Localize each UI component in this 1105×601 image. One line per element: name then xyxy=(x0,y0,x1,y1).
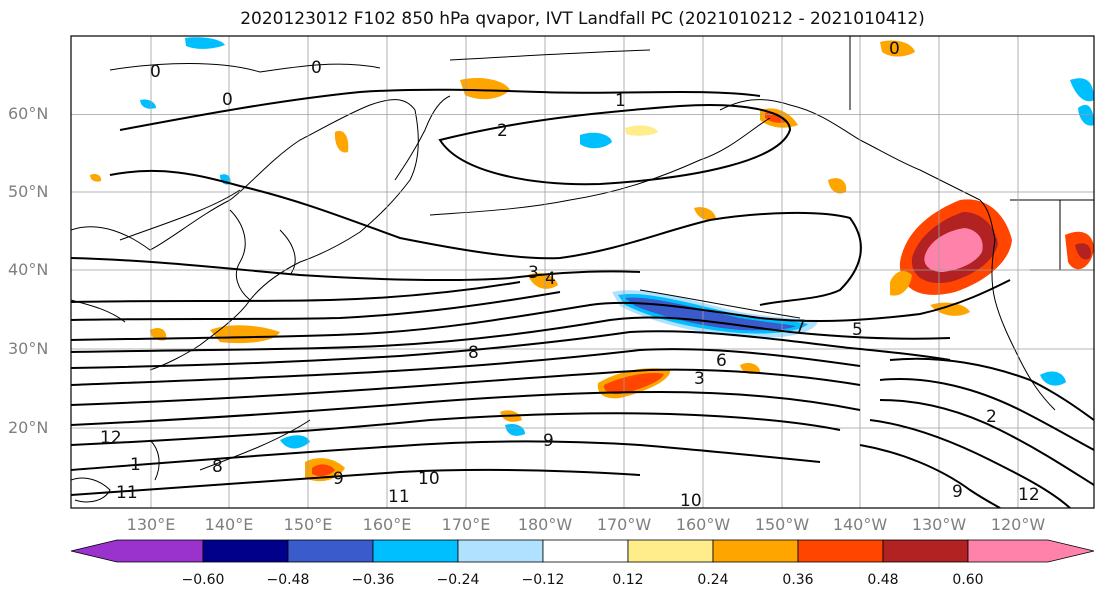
contour-label: 11 xyxy=(388,487,410,507)
contour-label: 10 xyxy=(680,491,702,511)
contour-label: 12 xyxy=(1018,485,1040,505)
colorbar-tick-label: −0.48 xyxy=(266,572,310,588)
contour-label: 0 xyxy=(889,39,900,59)
longitude-label: 150°W xyxy=(754,515,810,534)
map-panel: 0 0 0 0 1 2 3 4 5 6 7 3 2 8 9 9 10 11 11… xyxy=(71,36,1094,511)
colorbar-segment xyxy=(202,539,289,563)
latitude-label: 30°N xyxy=(8,339,49,358)
colorbar-segment xyxy=(372,539,459,563)
colorbar-tick-label: 0.24 xyxy=(697,572,729,588)
qvapor-shading xyxy=(90,37,1094,482)
colorbar-segment xyxy=(712,539,799,563)
contour-label: 9 xyxy=(952,482,963,502)
map-frame xyxy=(70,35,1095,509)
longitude-label: 180°W xyxy=(517,515,573,534)
contour-label: 8 xyxy=(468,343,479,363)
contour-label: 2 xyxy=(986,407,997,427)
contour-label: 3 xyxy=(528,263,539,283)
colorbar-segment xyxy=(457,539,544,563)
contour-label: 11 xyxy=(116,483,138,503)
colorbar-segment xyxy=(967,539,1095,563)
colorbar-segment xyxy=(882,539,969,563)
latitude-label: 50°N xyxy=(8,182,49,201)
longitude-label: 140°W xyxy=(832,515,888,534)
contour-label: 2 xyxy=(497,121,508,141)
colorbar-tick-label: −0.60 xyxy=(181,572,225,588)
longitude-label: 150°E xyxy=(283,515,333,534)
contour-label: 0 xyxy=(311,58,322,78)
contour-label: 0 xyxy=(222,90,233,110)
contour-label: 4 xyxy=(545,269,556,289)
contour-label: 9 xyxy=(333,469,344,489)
colorbar-segment xyxy=(627,539,714,563)
longitude-label: 160°E xyxy=(362,515,412,534)
colorbar-segment xyxy=(287,539,374,563)
contour-label: 5 xyxy=(852,320,863,340)
colorbar-segment xyxy=(70,539,204,563)
contour-label: 12 xyxy=(100,428,122,448)
longitude-label: 170°E xyxy=(441,515,491,534)
colorbar-tick-label: −0.24 xyxy=(436,572,480,588)
contour-label: 7 xyxy=(795,317,806,337)
longitude-label: 130°E xyxy=(126,515,176,534)
colorbar-tick-label: 0.12 xyxy=(612,572,644,588)
latitude-label: 20°N xyxy=(8,418,49,437)
contour-label: 6 xyxy=(716,351,727,371)
contour-label: 1 xyxy=(615,91,626,111)
contour-labels: 0 0 0 0 1 2 3 4 5 6 7 3 2 8 9 9 10 11 11… xyxy=(100,39,1040,511)
longitude-label: 120°W xyxy=(990,515,1046,534)
contour-label: 3 xyxy=(694,369,705,389)
longitude-label: 160°W xyxy=(675,515,731,534)
ivt-contours xyxy=(71,88,1094,508)
contour-label: 8 xyxy=(212,457,223,477)
ivt-thin-contours xyxy=(109,49,801,471)
longitude-label: 130°W xyxy=(911,515,967,534)
latitude-label: 40°N xyxy=(8,260,49,279)
contour-label: 1 xyxy=(130,455,141,475)
contour-label: 10 xyxy=(418,469,440,489)
map-title: 2020123012 F102 850 hPa qvapor, IVT Land… xyxy=(240,9,925,29)
colorbar-tick-label: 0.60 xyxy=(952,572,984,588)
colorbar-segment xyxy=(797,539,884,563)
colorbar-tick-label: 0.36 xyxy=(782,572,814,588)
longitude-label: 140°E xyxy=(204,515,254,534)
colorbar-tick-label: 0.48 xyxy=(867,572,899,588)
longitude-label: 170°W xyxy=(596,515,652,534)
colorbar xyxy=(70,539,1095,563)
contour-label: 0 xyxy=(150,62,161,82)
latitude-label: 60°N xyxy=(8,104,49,123)
colorbar-tick-label: −0.12 xyxy=(521,572,565,588)
colorbar-tick-label: −0.36 xyxy=(351,572,395,588)
contour-label: 9 xyxy=(543,431,554,451)
colorbar-segment xyxy=(542,539,629,563)
